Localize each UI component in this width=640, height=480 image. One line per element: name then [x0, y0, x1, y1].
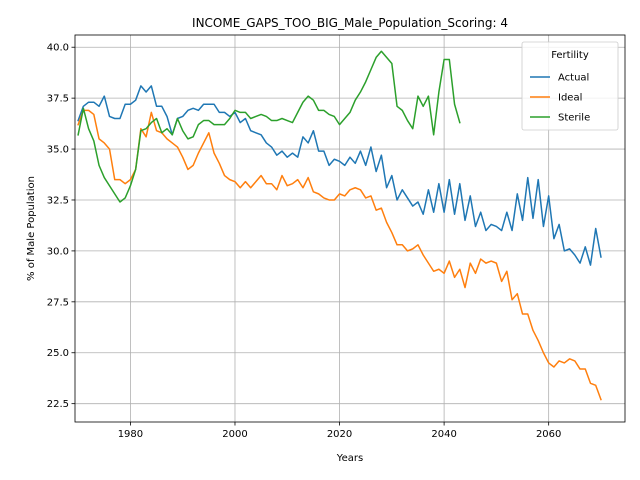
y-tick-label: 40.0 — [47, 43, 69, 54]
y-tick-label: 37.5 — [47, 94, 69, 105]
y-tick-label: 30.0 — [47, 246, 69, 257]
x-tick-label: 2060 — [536, 429, 561, 440]
legend-box — [521, 41, 619, 131]
y-tick-label: 22.5 — [47, 399, 69, 410]
legend: Fertility Actual Ideal Sterile — [521, 41, 619, 131]
series-line-sterile — [77, 50, 461, 203]
series-line-ideal — [77, 109, 602, 401]
axes: 1980 2000 2020 2040 2060 22.5 25.0 27.5 30.0 32.5… — [47, 43, 562, 440]
y-tick-label: 32.5 — [47, 195, 69, 206]
x-tick-label: 2000 — [222, 429, 247, 440]
chart-title: INCOME_GAPS_TOO_BIG_Male_Population_Scor… — [192, 16, 508, 30]
series-layer — [77, 50, 602, 401]
x-tick-label: 2040 — [431, 429, 456, 440]
legend-label-actual: Actual — [558, 73, 589, 84]
y-tick-label: 35.0 — [47, 145, 69, 156]
x-tick-label: 1980 — [118, 429, 143, 440]
legend-title: Fertility — [551, 50, 589, 61]
legend-label-ideal: Ideal — [558, 93, 582, 104]
series-line-actual — [77, 85, 602, 266]
y-axis-title: % of Male Population — [26, 176, 37, 281]
y-tick-label: 25.0 — [47, 348, 69, 359]
x-axis-title: Years — [336, 453, 363, 464]
legend-label-sterile: Sterile — [558, 113, 590, 124]
y-tick-label: 27.5 — [47, 297, 69, 308]
plot-frame — [74, 34, 626, 423]
x-tick-label: 2020 — [327, 429, 352, 440]
